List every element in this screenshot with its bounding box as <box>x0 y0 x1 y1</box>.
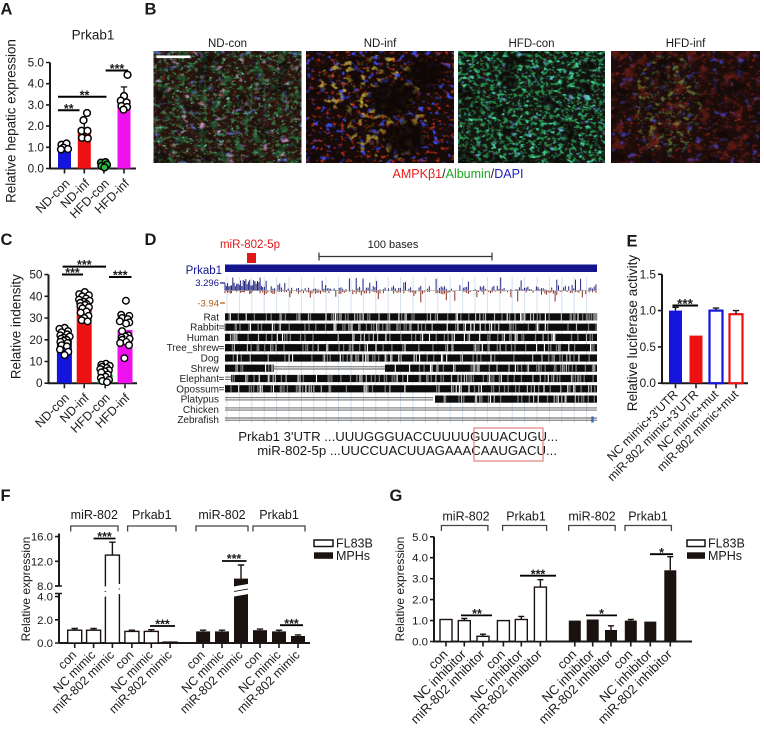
svg-text:HFD-con: HFD-con <box>508 38 554 50</box>
svg-text:ND-inf: ND-inf <box>364 38 397 50</box>
svg-text:F: F <box>1 487 11 505</box>
svg-text:**: ** <box>80 88 90 102</box>
svg-text:FL83B: FL83B <box>336 537 373 551</box>
svg-text:3.296: 3.296 <box>195 278 219 289</box>
svg-text:3.0: 3.0 <box>28 98 45 112</box>
svg-text:2.0: 2.0 <box>37 615 53 627</box>
svg-text:Opossum: Opossum <box>176 384 219 395</box>
svg-text:miR-802: miR-802 <box>442 510 489 524</box>
svg-text:A: A <box>1 1 13 19</box>
svg-text:Relative expression: Relative expression <box>19 537 33 642</box>
svg-text:miR-802: miR-802 <box>198 508 245 522</box>
svg-text:Relative hepatic expression: Relative hepatic expression <box>4 39 19 203</box>
svg-text:G: G <box>390 487 403 505</box>
svg-text:E: E <box>627 233 638 251</box>
svg-text:Prkab1: Prkab1 <box>132 508 172 522</box>
svg-text:Relative luciferase activity: Relative luciferase activity <box>625 255 640 412</box>
svg-text:**: ** <box>472 607 482 621</box>
svg-text:0.0: 0.0 <box>28 162 45 176</box>
svg-text:20: 20 <box>29 333 43 347</box>
svg-text:4.0: 4.0 <box>37 592 53 604</box>
svg-text:-3.94: -3.94 <box>197 299 219 310</box>
svg-text:10: 10 <box>29 354 43 368</box>
svg-text:***: *** <box>531 567 546 581</box>
svg-text:Rabbit: Rabbit <box>190 323 219 334</box>
svg-text:***: *** <box>227 552 242 566</box>
svg-text:Platypus: Platypus <box>181 395 219 406</box>
svg-text:8.0: 8.0 <box>37 581 53 593</box>
svg-text:Elephant: Elephant <box>180 374 220 385</box>
svg-text:***: *** <box>97 530 112 544</box>
svg-text:1.5: 1.5 <box>640 267 657 281</box>
svg-text:5.0: 5.0 <box>412 532 428 544</box>
svg-text:Prkab1 3'UTR ...UUUGGGUACCUUUU: Prkab1 3'UTR ...UUUGGGUACCUUUUGUUACUGU..… <box>238 429 558 444</box>
svg-text:*: * <box>599 607 604 621</box>
svg-text:1.0: 1.0 <box>640 304 657 318</box>
svg-text:miR-802: miR-802 <box>71 508 118 522</box>
svg-text:Shrew: Shrew <box>191 364 220 375</box>
svg-text:Prkab1: Prkab1 <box>72 28 115 43</box>
svg-text:MPHs: MPHs <box>708 549 742 563</box>
svg-text:5.0: 5.0 <box>28 56 45 70</box>
svg-text:Chicken: Chicken <box>183 405 219 416</box>
svg-text:C: C <box>1 231 13 249</box>
svg-text:FL83B: FL83B <box>708 537 745 551</box>
svg-text:B: B <box>145 1 157 19</box>
svg-text:Human: Human <box>187 333 219 344</box>
svg-text:0: 0 <box>36 376 43 390</box>
svg-text:D: D <box>145 231 157 249</box>
svg-text:Dog: Dog <box>201 353 219 364</box>
svg-text:30: 30 <box>29 311 43 325</box>
svg-text:Prkab1: Prkab1 <box>628 510 668 524</box>
svg-text:Prkab1: Prkab1 <box>186 265 222 277</box>
svg-text:ND-con: ND-con <box>208 38 247 50</box>
svg-text:***: *** <box>65 266 80 280</box>
svg-text:***: *** <box>113 269 128 283</box>
svg-text:Zebrafish: Zebrafish <box>177 415 219 426</box>
svg-text:16.0: 16.0 <box>31 532 53 544</box>
svg-text:miR-802-5p: miR-802-5p <box>220 239 280 251</box>
svg-text:0.0: 0.0 <box>640 376 657 390</box>
svg-text:0.0: 0.0 <box>37 638 53 650</box>
svg-text:2.0: 2.0 <box>412 595 428 607</box>
svg-text:***: *** <box>677 296 694 311</box>
svg-text:2.0: 2.0 <box>28 119 45 133</box>
svg-text:Tree_shrew: Tree_shrew <box>167 343 220 354</box>
svg-text:miR-802: miR-802 <box>568 510 615 524</box>
svg-text:1.0: 1.0 <box>412 616 428 628</box>
svg-text:**: ** <box>64 102 74 116</box>
svg-text:50: 50 <box>29 268 43 282</box>
svg-text:Prkab1: Prkab1 <box>259 508 299 522</box>
svg-text:100 bases: 100 bases <box>368 239 419 251</box>
svg-text:AMPKβ1/Albumin/DAPI: AMPKβ1/Albumin/DAPI <box>393 167 524 181</box>
svg-text:MPHs: MPHs <box>336 549 370 563</box>
svg-text:Relative indensity: Relative indensity <box>9 274 24 379</box>
svg-text:***: *** <box>155 618 170 632</box>
svg-text:***: *** <box>284 617 299 631</box>
svg-text:Relative expression: Relative expression <box>393 537 407 642</box>
svg-text:*: * <box>659 546 664 560</box>
svg-text:4.0: 4.0 <box>28 77 45 91</box>
svg-text:***: *** <box>110 62 125 76</box>
svg-text:Rat: Rat <box>203 312 219 323</box>
svg-text:***: *** <box>77 258 92 272</box>
svg-text:3.0: 3.0 <box>412 574 428 586</box>
svg-text:1.0: 1.0 <box>28 140 45 154</box>
svg-text:0.0: 0.0 <box>412 637 428 649</box>
svg-text:12.0: 12.0 <box>31 556 53 568</box>
svg-text:HFD-inf: HFD-inf <box>666 38 706 50</box>
svg-text:Prkab1: Prkab1 <box>506 510 546 524</box>
svg-text:40: 40 <box>29 289 43 303</box>
svg-text:miR-802-5p ...UUCCUACUUAGAAACA: miR-802-5p ...UUCCUACUUAGAAACAAUGACU... <box>257 443 557 458</box>
svg-text:4.0: 4.0 <box>412 553 428 565</box>
svg-text:0.5: 0.5 <box>640 340 657 354</box>
